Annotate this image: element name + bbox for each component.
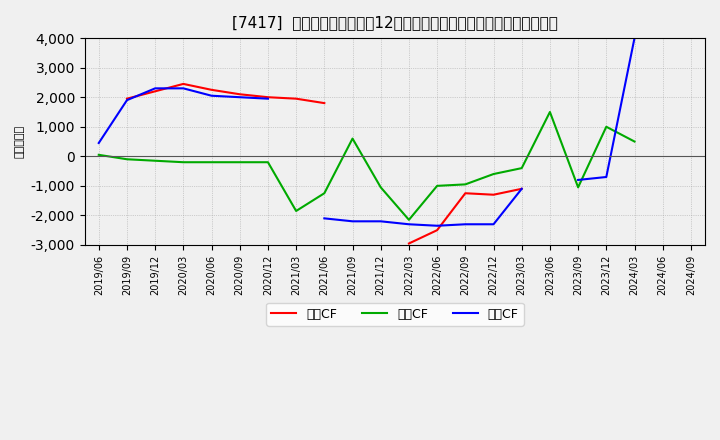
営業CF <box>433 227 441 233</box>
フリCF <box>461 222 469 227</box>
Line: フリCF: フリCF <box>99 38 634 226</box>
投賃CF <box>348 136 357 141</box>
投賃CF <box>292 208 300 213</box>
投賃CF <box>518 165 526 171</box>
フリCF <box>179 86 188 91</box>
投賃CF <box>150 158 159 163</box>
フリCF <box>207 93 216 99</box>
投賃CF <box>405 217 413 223</box>
Line: 投賃CF: 投賃CF <box>99 112 634 220</box>
フリCF <box>574 177 582 183</box>
フリCF <box>602 174 611 180</box>
営業CF <box>292 96 300 101</box>
フリCF <box>320 216 328 221</box>
投賃CF <box>207 160 216 165</box>
投賃CF <box>433 183 441 188</box>
営業CF <box>630 49 639 54</box>
投賃CF <box>377 185 385 190</box>
投賃CF <box>179 160 188 165</box>
営業CF <box>235 92 244 97</box>
投賃CF <box>602 124 611 129</box>
フリCF <box>264 96 272 101</box>
フリCF <box>348 219 357 224</box>
営業CF <box>461 191 469 196</box>
フリCF <box>150 86 159 91</box>
フリCF <box>94 140 103 146</box>
営業CF <box>122 96 131 101</box>
投賃CF <box>461 182 469 187</box>
投賃CF <box>320 191 328 196</box>
投賃CF <box>489 172 498 177</box>
営業CF <box>320 100 328 106</box>
Legend: 営業CF, 投賃CF, フリCF: 営業CF, 投賃CF, フリCF <box>266 303 523 326</box>
Line: 営業CF: 営業CF <box>127 51 634 243</box>
フリCF <box>489 222 498 227</box>
Title: [7417]  キャッシュフローの12か月移動合計の対前年同期増減額の推移: [7417] キャッシュフローの12か月移動合計の対前年同期増減額の推移 <box>232 15 558 30</box>
営業CF <box>518 186 526 191</box>
営業CF <box>405 241 413 246</box>
投賃CF <box>574 185 582 190</box>
フリCF <box>433 223 441 228</box>
投賃CF <box>546 110 554 115</box>
営業CF <box>489 192 498 198</box>
営業CF <box>574 216 582 221</box>
投賃CF <box>122 157 131 162</box>
フリCF <box>630 36 639 41</box>
投賃CF <box>235 160 244 165</box>
投賃CF <box>94 152 103 158</box>
フリCF <box>122 98 131 103</box>
Y-axis label: （百万円）: （百万円） <box>15 125 25 158</box>
営業CF <box>179 81 188 87</box>
営業CF <box>264 95 272 100</box>
フリCF <box>235 95 244 100</box>
フリCF <box>377 219 385 224</box>
フリCF <box>405 222 413 227</box>
営業CF <box>150 88 159 94</box>
営業CF <box>207 87 216 92</box>
投賃CF <box>630 139 639 144</box>
フリCF <box>518 186 526 191</box>
投賃CF <box>264 160 272 165</box>
